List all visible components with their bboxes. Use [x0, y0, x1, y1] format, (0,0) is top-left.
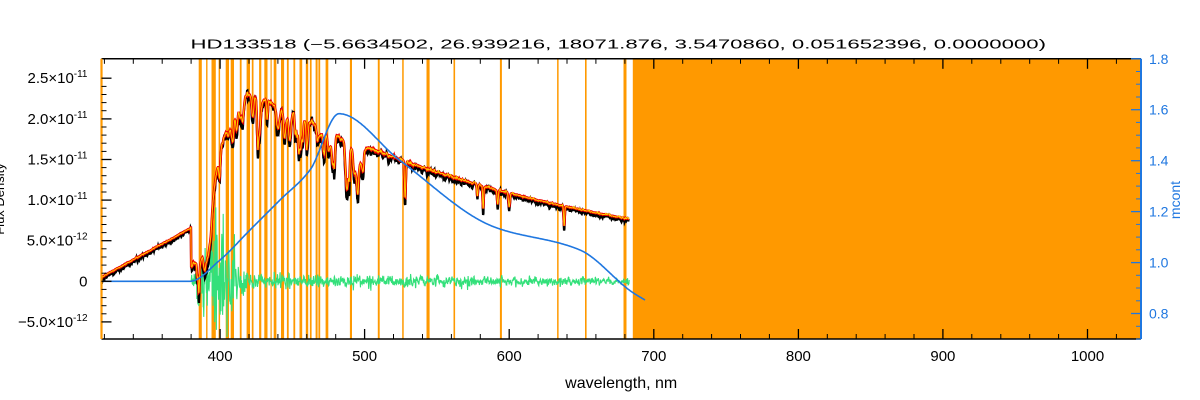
svg-text:0: 0 — [79, 273, 87, 290]
svg-text:500: 500 — [352, 348, 377, 365]
svg-text:0.8: 0.8 — [1149, 306, 1169, 322]
svg-text:mcont: mcont — [1167, 181, 1183, 219]
svg-text:1.2: 1.2 — [1149, 204, 1169, 220]
svg-text:800: 800 — [786, 348, 811, 365]
svg-text:wavelength, nm: wavelength, nm — [564, 375, 677, 392]
svg-text:1.6: 1.6 — [1149, 102, 1169, 118]
svg-text:HD133518 (−5.6634502, 26.93: HD133518 (−5.6634502, 26.939216, 18071.8… — [191, 37, 1047, 51]
svg-text:900: 900 — [930, 348, 955, 365]
svg-text:1.0: 1.0 — [1149, 255, 1169, 271]
svg-text:1.4: 1.4 — [1149, 153, 1169, 169]
svg-text:Flux Density: Flux Density — [0, 163, 7, 235]
svg-text:1.8: 1.8 — [1149, 51, 1169, 67]
svg-text:1000: 1000 — [1071, 348, 1104, 365]
svg-text:700: 700 — [641, 348, 666, 365]
svg-text:600: 600 — [497, 348, 522, 365]
svg-text:400: 400 — [208, 348, 233, 365]
